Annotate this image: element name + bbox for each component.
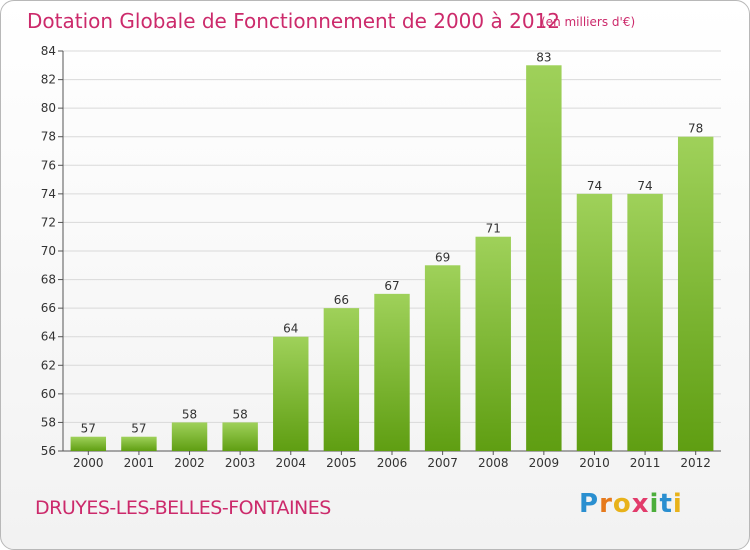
data-label: 57 xyxy=(131,422,146,436)
bar xyxy=(70,436,107,451)
logo-letter: x xyxy=(631,489,650,519)
x-tick-label: 2009 xyxy=(529,456,560,470)
bar xyxy=(526,65,562,452)
proxiti-logo: Proxiti xyxy=(579,489,683,519)
logo-letter: t xyxy=(659,489,673,519)
data-label: 67 xyxy=(384,279,399,293)
data-label: 71 xyxy=(486,222,501,236)
x-tick-label: 2012 xyxy=(680,456,711,470)
x-tick-label: 2005 xyxy=(326,456,357,470)
y-tick-label: 76 xyxy=(41,158,56,172)
bar xyxy=(171,422,208,451)
bar xyxy=(323,308,360,451)
x-tick-label: 2004 xyxy=(275,456,306,470)
x-tick-label: 2011 xyxy=(630,456,661,470)
y-tick-label: 60 xyxy=(41,387,56,401)
y-tick-label: 84 xyxy=(41,44,56,58)
y-tick-label: 58 xyxy=(41,415,56,429)
data-label: 74 xyxy=(637,179,652,193)
y-tick-label: 80 xyxy=(41,101,56,115)
data-label: 83 xyxy=(536,50,551,64)
bar xyxy=(627,193,663,451)
x-tick-label: 2003 xyxy=(225,456,256,470)
bar xyxy=(475,236,511,451)
bar xyxy=(121,436,157,451)
x-tick-label: 2000 xyxy=(73,456,104,470)
data-label: 78 xyxy=(688,122,703,136)
y-tick-label: 68 xyxy=(41,273,56,287)
logo-letter: i xyxy=(649,489,660,519)
x-tick-label: 2008 xyxy=(478,456,509,470)
bar xyxy=(576,193,613,451)
y-tick-label: 72 xyxy=(41,215,56,229)
bars xyxy=(70,65,714,452)
x-tick-label: 2002 xyxy=(174,456,205,470)
y-tick-label: 74 xyxy=(41,187,56,201)
logo-letter: i xyxy=(672,489,683,519)
data-label: 64 xyxy=(283,322,298,336)
x-tick-label: 2010 xyxy=(579,456,610,470)
y-tick-label: 64 xyxy=(41,330,56,344)
chart-title: Dotation Globale de Fonctionnement de 20… xyxy=(27,9,560,33)
logo-letter: P xyxy=(579,489,600,519)
labels: 57 2000 57 2001 58 2002 58 2003 64 2004 66 2005 67 20… xyxy=(73,50,711,470)
bar xyxy=(273,336,309,451)
y-tick-label: 78 xyxy=(41,130,56,144)
y-tick-label: 82 xyxy=(41,73,56,87)
y-tick-label: 62 xyxy=(41,358,56,372)
data-label: 58 xyxy=(182,407,197,421)
bar xyxy=(424,265,461,451)
data-label: 66 xyxy=(334,293,349,307)
x-tick-label: 2006 xyxy=(377,456,408,470)
data-label: 74 xyxy=(587,179,602,193)
y-tick-label: 70 xyxy=(41,244,56,258)
x-tick-label: 2001 xyxy=(124,456,155,470)
bar xyxy=(222,422,258,451)
bar xyxy=(374,293,410,451)
logo-letter: r xyxy=(599,489,613,519)
y-tick-label: 66 xyxy=(41,301,56,315)
bar xyxy=(677,136,714,451)
town-name: DRUYES-LES-BELLES-FONTAINES xyxy=(35,497,331,519)
data-label: 58 xyxy=(233,407,248,421)
x-tick-label: 2007 xyxy=(427,456,458,470)
data-label: 69 xyxy=(435,250,450,264)
logo-letter: o xyxy=(612,489,632,519)
y-tick-label: 56 xyxy=(41,444,56,458)
data-label: 57 xyxy=(81,422,96,436)
chart-subtitle: (en milliers d'€) xyxy=(541,15,636,29)
